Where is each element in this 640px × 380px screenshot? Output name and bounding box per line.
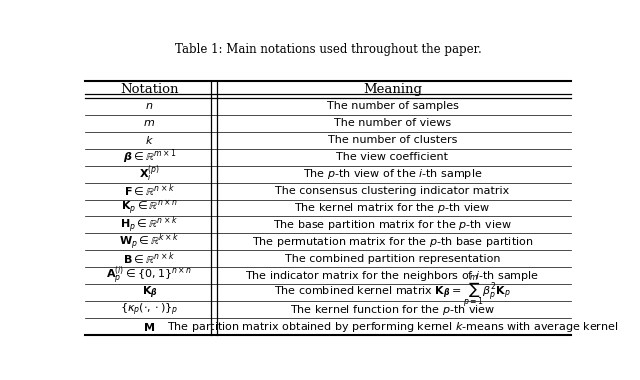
Text: $\mathbf{F} \in \mathbb{R}^{n\times k}$: $\mathbf{F} \in \mathbb{R}^{n\times k}$ xyxy=(124,183,175,200)
Text: The kernel matrix for the $p$-th view: The kernel matrix for the $p$-th view xyxy=(294,201,491,215)
Text: $\mathbf{K}_{\boldsymbol{\beta}}$: $\mathbf{K}_{\boldsymbol{\beta}}$ xyxy=(141,285,157,301)
Text: Notation: Notation xyxy=(120,83,179,96)
Text: The indicator matrix for the neighbors of $i$-th sample: The indicator matrix for the neighbors o… xyxy=(245,269,540,283)
Text: The number of samples: The number of samples xyxy=(326,101,458,111)
Text: The permutation matrix for the $p$-th base partition: The permutation matrix for the $p$-th ba… xyxy=(252,235,533,249)
Text: $k$: $k$ xyxy=(145,134,154,146)
Text: $\mathbf{B} \in \mathbb{R}^{n\times k}$: $\mathbf{B} \in \mathbb{R}^{n\times k}$ xyxy=(124,250,175,267)
Text: The consensus clustering indicator matrix: The consensus clustering indicator matri… xyxy=(275,186,509,196)
Text: The view coefficient: The view coefficient xyxy=(337,152,449,162)
Text: Meaning: Meaning xyxy=(363,83,422,96)
Text: $\mathbf{H}_p \in \mathbb{R}^{n\times k}$: $\mathbf{H}_p \in \mathbb{R}^{n\times k}… xyxy=(120,214,179,236)
Text: $\mathbf{W}_p \in \mathbb{R}^{k\times k}$: $\mathbf{W}_p \in \mathbb{R}^{k\times k}… xyxy=(119,231,180,252)
Text: $\boldsymbol{\beta} \in \mathbb{R}^{m\times 1}$: $\boldsymbol{\beta} \in \mathbb{R}^{m\ti… xyxy=(122,148,177,166)
Text: $n$: $n$ xyxy=(145,101,154,111)
Text: $m$: $m$ xyxy=(143,118,156,128)
Text: $\mathbf{A}_p^{(i)} \in \{0,1\}^{n\times n}$: $\mathbf{A}_p^{(i)} \in \{0,1\}^{n\times… xyxy=(106,265,193,287)
Text: $\{\kappa_p(\cdot,\cdot)\}_p$: $\{\kappa_p(\cdot,\cdot)\}_p$ xyxy=(120,302,179,318)
Text: The partition matrix obtained by performing kernel $k$-means with average kernel: The partition matrix obtained by perform… xyxy=(167,320,618,334)
Text: Table 1: Main notations used throughout the paper.: Table 1: Main notations used throughout … xyxy=(175,43,481,56)
Text: $\mathbf{X}_i^{(p)}$: $\mathbf{X}_i^{(p)}$ xyxy=(139,164,160,184)
Text: The combined partition representation: The combined partition representation xyxy=(285,254,500,264)
Text: $\mathbf{M}$: $\mathbf{M}$ xyxy=(143,321,156,333)
Text: The kernel function for the $p$-th view: The kernel function for the $p$-th view xyxy=(290,303,495,317)
Text: The number of clusters: The number of clusters xyxy=(328,135,457,145)
Text: The number of views: The number of views xyxy=(334,118,451,128)
Text: The $p$-th view of the $i$-th sample: The $p$-th view of the $i$-th sample xyxy=(303,167,482,181)
Text: The combined kernel matrix $\mathbf{K}_{\boldsymbol{\beta}} = \sum_{p=1}^{m} \be: The combined kernel matrix $\mathbf{K}_{… xyxy=(274,274,511,312)
Text: The base partition matrix for the $p$-th view: The base partition matrix for the $p$-th… xyxy=(273,218,512,232)
Text: $\mathbf{K}_p \in \mathbb{R}^{n\times n}$: $\mathbf{K}_p \in \mathbb{R}^{n\times n}… xyxy=(121,199,178,217)
